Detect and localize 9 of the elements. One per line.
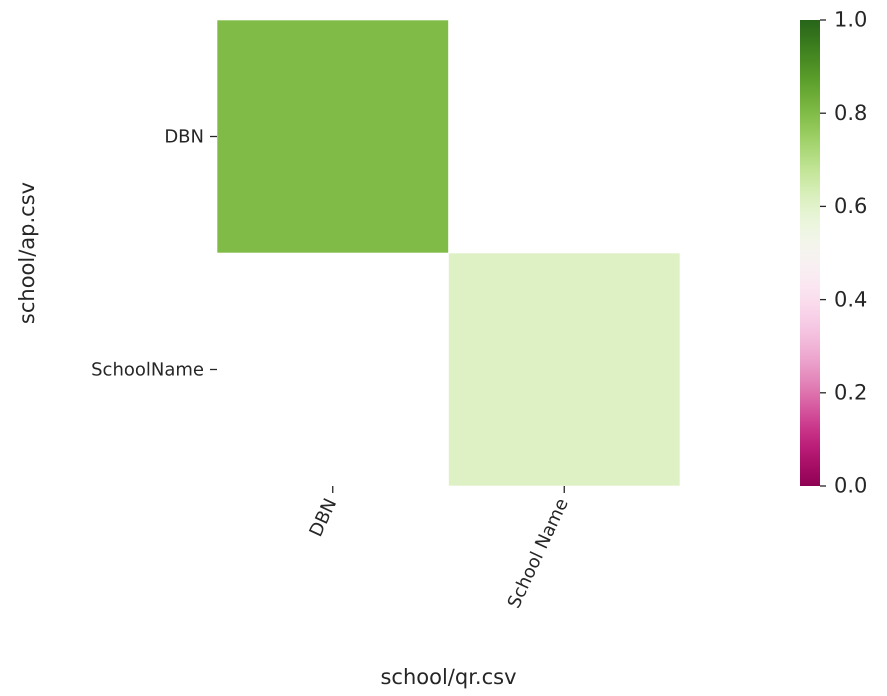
color-bar-label: 0.0 [834, 474, 868, 498]
x-axis-title: school/qr.csv [380, 665, 517, 689]
color-bar-label: 0.2 [834, 380, 868, 405]
color-bar-label: 0.4 [834, 287, 868, 312]
color-bar-label: 0.6 [834, 194, 868, 218]
y-tick-label: SchoolName [91, 359, 204, 380]
color-bar-label: 1.0 [834, 8, 868, 32]
color-bar-label: 0.8 [834, 100, 868, 125]
y-axis-title: school/ap.csv [15, 182, 39, 324]
